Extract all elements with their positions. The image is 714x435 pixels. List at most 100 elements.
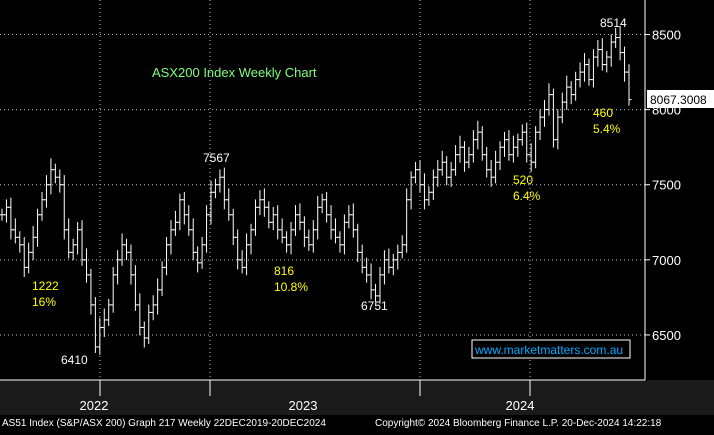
price-bar: [461, 141, 467, 172]
price-bar: [106, 298, 112, 326]
price-bar: [57, 169, 63, 193]
price-bar: [457, 135, 463, 163]
annotations-layer: 1222 16% 6410 7567 816 10.8% 6751 520 6.4% 460 5.4…: [32, 16, 627, 367]
price-bar: [83, 248, 89, 283]
price-bar: [239, 250, 245, 274]
price-bar: [515, 133, 521, 157]
price-bar: [75, 221, 81, 255]
price-bar: [0, 208, 5, 221]
last-value-tag: 8067.3008: [647, 90, 714, 108]
price-bar: [137, 293, 143, 336]
price-bar: [444, 156, 450, 186]
price-bar: [533, 126, 539, 169]
price-bar: [573, 71, 579, 101]
price-bar: [217, 169, 223, 193]
price-bar: [221, 167, 227, 210]
price-bar: [439, 150, 445, 176]
y-tick-label: 8500: [652, 28, 681, 43]
price-bar: [599, 38, 605, 71]
chart-title: ASX200 Index Weekly Chart: [152, 65, 317, 80]
price-bar: [186, 205, 192, 236]
price-bar: [26, 242, 32, 274]
price-bar: [381, 250, 387, 285]
price-bar: [493, 150, 499, 184]
price-bar: [350, 203, 356, 238]
price-bar: [92, 297, 98, 353]
price-bar: [497, 141, 503, 171]
price-bar: [528, 143, 534, 172]
price-bar: [430, 169, 436, 201]
price-bars: [0, 26, 632, 355]
price-bar: [297, 203, 303, 231]
price-bar: [164, 237, 170, 276]
price-bar: [172, 210, 178, 236]
price-bar: [101, 308, 107, 338]
x-tick-label: 2023: [289, 398, 318, 413]
annotation-label: 8514: [600, 16, 627, 30]
annotation-label: 6410: [61, 353, 88, 367]
price-bar: [315, 195, 321, 240]
price-bar: [355, 223, 361, 262]
annotation-label: 7567: [203, 151, 230, 165]
price-bar: [613, 27, 619, 49]
price-bar: [608, 34, 614, 67]
y-tick-label: 7500: [652, 178, 681, 193]
price-bar: [506, 130, 512, 161]
price-bar: [595, 39, 601, 67]
price-bar: [110, 267, 116, 313]
price-bar: [577, 62, 583, 88]
annotation-label: 5.4%: [593, 122, 621, 136]
annotation-label: 816: [274, 264, 294, 278]
price-bar: [226, 188, 232, 221]
price-bar: [61, 175, 67, 240]
price-bar: [301, 216, 307, 247]
price-bar: [421, 173, 427, 210]
price-bar: [310, 220, 316, 253]
price-bar: [195, 246, 201, 273]
price-bar: [470, 130, 476, 163]
price-bar: [546, 83, 552, 116]
price-bar: [453, 145, 459, 176]
price-bar: [70, 238, 76, 261]
price-bar: [181, 191, 187, 225]
price-bar: [319, 193, 325, 214]
price-bar: [390, 253, 396, 276]
x-tick-label: 2024: [506, 398, 535, 413]
price-bar: [466, 146, 472, 169]
price-bar: [555, 109, 561, 150]
price-bar: [204, 205, 210, 253]
price-bar: [542, 100, 548, 127]
price-bar: [448, 161, 454, 187]
price-bar: [66, 218, 72, 259]
price-bar: [279, 218, 285, 244]
price-bar: [21, 237, 27, 277]
price-bar: [119, 233, 125, 266]
price-bar: [386, 248, 392, 274]
price-bar: [568, 81, 574, 105]
price-bar: [306, 229, 312, 251]
price-bar: [35, 208, 41, 247]
price-bar: [30, 225, 36, 261]
price-bar: [43, 175, 49, 208]
price-bar: [141, 321, 147, 348]
annotation-label: 520: [513, 173, 533, 187]
price-bar: [168, 220, 174, 255]
annotation-label: 16%: [32, 295, 56, 309]
price-bar: [266, 201, 272, 229]
price-bar: [115, 250, 121, 285]
price-bar: [479, 126, 485, 161]
price-bar: [132, 265, 138, 311]
price-bar: [235, 229, 241, 270]
price-bar: [435, 160, 441, 187]
price-bar: [79, 220, 85, 266]
annotation-label: 6.4%: [513, 189, 541, 203]
price-bar: [519, 124, 525, 146]
price-bar: [475, 120, 481, 150]
y-tick-label: 6500: [652, 328, 681, 343]
price-bar: [582, 53, 588, 82]
annotation-label: 10.8%: [274, 280, 308, 294]
price-bar: [346, 205, 352, 229]
footer-left: AS51 Index (S&P/ASX 200) Graph 217 Weekl…: [2, 418, 326, 429]
